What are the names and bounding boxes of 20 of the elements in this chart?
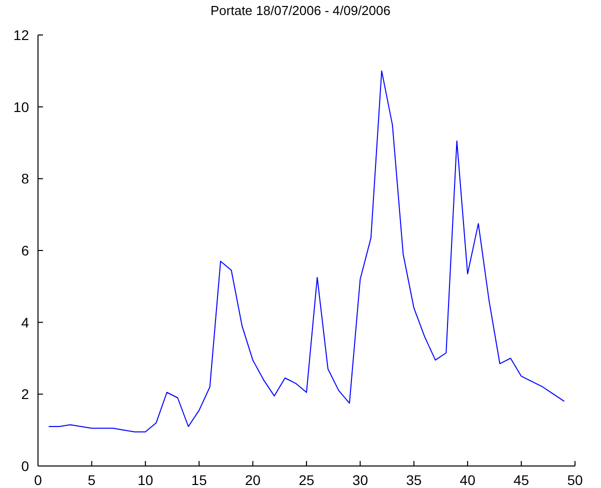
x-tick-label: 0 bbox=[34, 472, 42, 488]
chart-title: Portate 18/07/2006 - 4/09/2006 bbox=[210, 3, 392, 18]
y-tick-label: 0 bbox=[21, 458, 30, 474]
x-tick-label: 25 bbox=[298, 472, 314, 488]
x-tick-label: 30 bbox=[352, 472, 368, 488]
x-tick-label: 45 bbox=[514, 472, 530, 488]
y-tick-label: 8 bbox=[21, 170, 30, 187]
line-series bbox=[48, 70, 565, 432]
y-tick-label: 6 bbox=[21, 242, 30, 258]
x-tick-label: 40 bbox=[460, 472, 476, 488]
y-tick-label: 4 bbox=[21, 314, 30, 330]
x-tick-label: 20 bbox=[245, 472, 261, 488]
y-tick-label: 10 bbox=[13, 98, 30, 115]
x-tick-label: 10 bbox=[138, 472, 154, 488]
y-tick-label: 2 bbox=[21, 386, 30, 402]
y-tick-label: 12 bbox=[13, 26, 30, 43]
x-tick-label: 5 bbox=[88, 472, 96, 488]
x-tick-label: 35 bbox=[406, 472, 422, 488]
x-tick-label: 15 bbox=[191, 472, 208, 488]
x-tick-label: 50 bbox=[567, 472, 583, 488]
